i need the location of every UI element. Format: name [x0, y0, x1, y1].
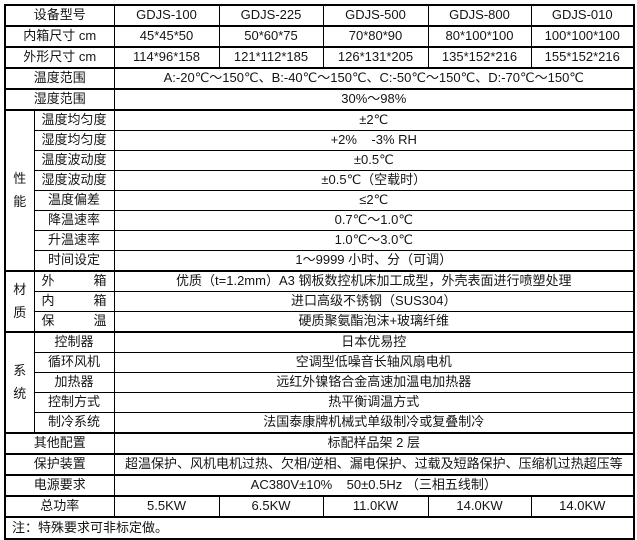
- system-value: 远红外镍铬合金高速加温电加热器: [113, 372, 635, 393]
- material-value: 进口高级不锈钢（SUS304）: [113, 291, 635, 312]
- row-perf-3: 湿度波动度 ±0.5℃（空载时）: [5, 170, 635, 191]
- power-supply-value: AC380V±10% 50±0.5Hz （三相五线制）: [113, 474, 635, 497]
- perf-label: 湿度波动度: [33, 170, 115, 191]
- perf-value: ±2℃: [113, 109, 635, 131]
- model-cell: GDJS-100: [113, 4, 220, 27]
- perf-value: 1.0℃～3.0℃: [113, 230, 635, 251]
- material-label: 外 箱: [33, 270, 115, 292]
- total-power-cell: 5.5KW: [113, 495, 220, 518]
- material-value: 优质（t=1.2mm）A3 钢板数控机床加工成型，外壳表面进行喷塑处理: [113, 270, 635, 292]
- device-model-label: 设备型号: [4, 4, 115, 27]
- row-system-4: 制冷系统 法国泰康牌机械式单级制冷或复叠制冷: [5, 412, 635, 434]
- perf-value: ±0.5℃: [113, 150, 635, 171]
- total-power-cell: 14.0KW: [427, 495, 532, 518]
- system-label: 加热器: [33, 372, 115, 393]
- perf-value: ±0.5℃（空载时）: [113, 170, 635, 191]
- model-cell: GDJS-010: [530, 4, 635, 27]
- row-material-0: 材质 外 箱 优质（t=1.2mm）A3 钢板数控机床加工成型，外壳表面进行喷塑…: [4, 270, 635, 333]
- row-outer-size: 外形尺寸 cm 114*96*158 121*112*185 126*131*2…: [4, 46, 635, 69]
- temp-range-value: A:-20℃～150℃、B:-40℃～150℃、C:-50℃～150℃、D:-7…: [113, 67, 635, 90]
- system-value: 日本优易控: [113, 331, 635, 353]
- row-perf-6: 升温速率 1.0℃～3.0℃: [5, 230, 635, 251]
- total-power-cell: 6.5KW: [218, 495, 324, 518]
- row-humi-range: 湿度范围 30%～98%: [4, 88, 635, 111]
- row-protection: 保护装置 超温保护、风机电机过热、欠相/逆相、漏电保护、过载及短路保护、压缩机过…: [4, 453, 635, 476]
- perf-value: 0.7℃～1.0℃: [113, 210, 635, 231]
- row-material-2: 保 温 硬质聚氨酯泡沫+玻璃纤维: [5, 311, 635, 333]
- row-material-1: 内 箱 进口高级不锈钢（SUS304）: [5, 291, 635, 312]
- perf-label: 升温速率: [33, 230, 115, 251]
- row-other-config: 其他配置 标配样品架 2 层: [4, 432, 635, 455]
- other-config-value: 标配样品架 2 层: [113, 432, 635, 455]
- inner-size-cell: 50*60*75: [218, 25, 324, 48]
- total-power-cell: 14.0KW: [530, 495, 635, 518]
- system-label: 控制方式: [33, 392, 115, 413]
- system-label: 制冷系统: [33, 412, 115, 434]
- outer-size-cell: 121*112*185: [218, 46, 324, 69]
- row-system-3: 控制方式 热平衡调温方式: [5, 392, 635, 413]
- outer-size-cell: 155*152*216: [530, 46, 635, 69]
- row-perf-7: 时间设定 1～9999 小时、分（可调）: [5, 250, 635, 272]
- model-cell: GDJS-500: [322, 4, 429, 27]
- spec-table: 设备型号 GDJS-100 GDJS-225 GDJS-500 GDJS-800…: [4, 4, 636, 540]
- perf-value: +2% -3% RH: [113, 130, 635, 151]
- inner-size-label: 内箱尺寸 cm: [4, 25, 115, 48]
- row-power-supply: 电源要求 AC380V±10% 50±0.5Hz （三相五线制）: [4, 474, 635, 497]
- system-value: 空调型低噪音长轴风扇电机: [113, 352, 635, 373]
- material-group-label: 材质: [4, 270, 35, 333]
- perf-label: 温度偏差: [33, 190, 115, 211]
- material-label: 内 箱: [33, 291, 115, 312]
- inner-size-cell: 45*45*50: [113, 25, 220, 48]
- system-group-label: 系统: [4, 331, 35, 434]
- inner-size-cell: 100*100*100: [530, 25, 635, 48]
- humi-range-label: 湿度范围: [4, 88, 115, 111]
- system-value: 热平衡调温方式: [113, 392, 635, 413]
- power-supply-label: 电源要求: [4, 474, 115, 497]
- outer-size-cell: 135*152*216: [427, 46, 532, 69]
- inner-size-cell: 70*80*90: [322, 25, 429, 48]
- outer-size-cell: 114*96*158: [113, 46, 220, 69]
- row-system-2: 加热器 远红外镍铬合金高速加温电加热器: [5, 372, 635, 393]
- protection-label: 保护装置: [4, 453, 115, 476]
- perf-label: 降温速率: [33, 210, 115, 231]
- row-temp-range: 温度范围 A:-20℃～150℃、B:-40℃～150℃、C:-50℃～150℃…: [4, 67, 635, 90]
- model-cell: GDJS-800: [427, 4, 532, 27]
- material-value: 硬质聚氨酯泡沫+玻璃纤维: [113, 311, 635, 333]
- system-label: 控制器: [33, 331, 115, 353]
- perf-value: 1～9999 小时、分（可调）: [113, 250, 635, 272]
- total-power-label: 总功率: [4, 495, 115, 518]
- perf-label: 湿度均匀度: [33, 130, 115, 151]
- material-label: 保 温: [33, 311, 115, 333]
- row-device-model: 设备型号 GDJS-100 GDJS-225 GDJS-500 GDJS-800…: [4, 4, 635, 27]
- perf-group-label: 性能: [4, 109, 35, 272]
- perf-label: 时间设定: [33, 250, 115, 272]
- other-config-label: 其他配置: [4, 432, 115, 455]
- system-value: 法国泰康牌机械式单级制冷或复叠制冷: [113, 412, 635, 434]
- outer-size-label: 外形尺寸 cm: [4, 46, 115, 69]
- humi-range-value: 30%～98%: [113, 88, 635, 111]
- row-system-0: 系统 控制器 日本优易控: [4, 331, 635, 434]
- row-perf-5: 降温速率 0.7℃～1.0℃: [5, 210, 635, 231]
- row-total-power: 总功率 5.5KW 6.5KW 11.0KW 14.0KW 14.0KW: [4, 495, 635, 518]
- perf-label: 温度均匀度: [33, 109, 115, 131]
- inner-size-cell: 80*100*100: [427, 25, 532, 48]
- outer-size-cell: 126*131*205: [322, 46, 429, 69]
- temp-range-label: 温度范围: [4, 67, 115, 90]
- total-power-cell: 11.0KW: [322, 495, 429, 518]
- row-perf-4: 温度偏差 ≤2℃: [5, 190, 635, 211]
- row-system-1: 循环风机 空调型低噪音长轴风扇电机: [5, 352, 635, 373]
- model-cell: GDJS-225: [218, 4, 324, 27]
- system-label: 循环风机: [33, 352, 115, 373]
- row-inner-size: 内箱尺寸 cm 45*45*50 50*60*75 70*80*90 80*10…: [4, 25, 635, 48]
- protection-value: 超温保护、风机电机过热、欠相/逆相、漏电保护、过载及短路保护、压缩机过热超压等: [113, 453, 635, 476]
- row-perf-2: 温度波动度 ±0.5℃: [5, 150, 635, 171]
- perf-value: ≤2℃: [113, 190, 635, 211]
- row-perf-1: 湿度均匀度 +2% -3% RH: [5, 130, 635, 151]
- perf-label: 温度波动度: [33, 150, 115, 171]
- row-perf-0: 性能 温度均匀度 ±2℃: [4, 109, 635, 272]
